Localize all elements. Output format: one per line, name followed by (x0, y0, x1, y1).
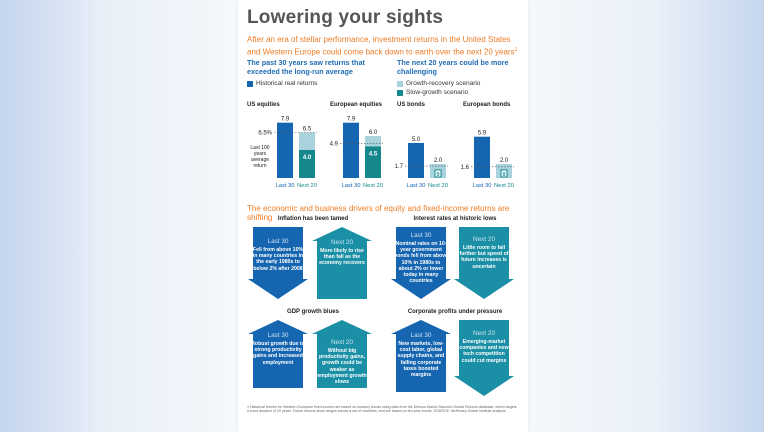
chart-title-european-equities: European equities (330, 102, 383, 108)
rates-last30-label: Last 30 (410, 232, 432, 239)
value-slow-us-bonds: 0 (436, 172, 439, 178)
gdp-next20-text: Without big productivity gains, growth c… (317, 348, 367, 386)
legend-historical: Historical real returns (247, 80, 317, 87)
rates-last30-arrow: Last 30 Nominal rates on 10-year governme… (391, 227, 451, 299)
bar-last30-european-equities (343, 122, 359, 178)
chart-title-us-equities: US equities (247, 102, 280, 108)
up-arrow-icon (391, 320, 451, 392)
bar-slow-european-bonds (500, 169, 508, 178)
average-label-european-equities: 4.9 (330, 142, 339, 148)
down-arrow-icon (391, 227, 451, 299)
panel-title-gdp: GDP growth blues (287, 309, 339, 315)
footnote: 1 Historical returns for Western Europea… (247, 405, 517, 414)
bar-last30-us-equities (277, 122, 293, 178)
section-heading: The economic and business drivers of equ… (247, 204, 510, 222)
value-growth-us-bonds: 2.0 (434, 158, 443, 164)
down-arrow-icon (454, 320, 514, 396)
report-page: Lowering your sights After an era of ste… (238, 0, 528, 432)
value-last30-european-bonds: 5.9 (478, 131, 487, 137)
category-last30-us-bonds: Last 30 (406, 183, 425, 189)
value-growth-european-equities: 6.0 (369, 130, 378, 136)
left-heading: The past 30 years saw returns that excee… (247, 58, 365, 76)
value-last30-european-equities: 7.9 (347, 117, 356, 123)
legend-swatch-historical (247, 80, 253, 87)
up-arrow-icon (312, 320, 372, 388)
value-last30-us-bonds: 5.0 (412, 137, 421, 143)
panel-title-inflation: Inflation has been tamed (277, 216, 349, 222)
average-label-us-bonds: 1.7 (395, 164, 404, 170)
panel-title-interest-rates: Interest rates at historic lows (413, 216, 497, 222)
profits-next20-label: Next 20 (472, 330, 496, 337)
legend-slow-label: Slow-growth scenario (406, 89, 469, 96)
page-subtitle: After an era of stellar performance, inv… (247, 35, 519, 58)
legend-growth-label: Growth-recovery scenario (406, 80, 481, 87)
bar-last30-european-bonds (474, 136, 490, 178)
inflation-last30-label: Last 30 (267, 238, 289, 245)
category-next20-us-bonds: Next 20 (428, 183, 448, 189)
legend-swatch-growth (397, 80, 403, 87)
bar-slow-us-bonds (434, 169, 442, 178)
legend-slow: Slow-growth scenario (397, 89, 468, 96)
profits-next20-arrow: Next 20 Emerging-market companies and new… (454, 320, 514, 396)
value-slow-european-equities: 4.5 (369, 152, 378, 158)
gdp-last30-arrow: Last 30 Robust growth due to strong produ… (248, 320, 308, 388)
profits-last30-arrow: Last 30 New markets, low-cost labor, glob… (391, 320, 451, 392)
bar-slow-european-equities (365, 146, 381, 178)
rates-last30-text: Nominal rates on 10-year government bond… (394, 241, 448, 285)
legend-growth: Growth-recovery scenario (397, 80, 480, 87)
bar-last30-us-bonds (408, 143, 424, 178)
value-last30-us-equities: 7.9 (281, 117, 290, 123)
inflation-next20-label: Next 20 (330, 239, 354, 246)
category-last30-european-bonds: Last 30 (472, 183, 491, 189)
gdp-last30-label: Last 30 (267, 332, 289, 339)
value-slow-us-equities: 4.0 (303, 155, 312, 161)
rates-next20-arrow: Next 20 Little room to fall further but s… (454, 227, 514, 299)
average-label-european-bonds: 1.6 (461, 165, 470, 171)
legend-historical-label: Historical real returns (256, 80, 318, 87)
profits-last30-label: Last 30 (410, 332, 432, 339)
inflation-next20-arrow: Next 20 More likely to rise than fall as … (312, 227, 372, 299)
chart-title-us-bonds: US bonds (397, 102, 425, 108)
chart-title-european-bonds: European bonds (463, 102, 511, 108)
category-last30-us-equities: Last 30 (275, 183, 294, 189)
average-label-us-equities: 6.5% (258, 131, 272, 137)
subtitle-footnote-mark: 1 (514, 47, 518, 53)
down-arrow-icon (248, 227, 308, 299)
value-slow-european-bonds: 0 (502, 172, 505, 178)
category-next20-european-equities: Next 20 (363, 183, 383, 189)
subtitle-text: After an era of stellar performance, inv… (247, 35, 515, 57)
category-next20-european-bonds: Next 20 (494, 183, 514, 189)
inflation-last30-arrow: Last 30 Fell from above 10% in many count… (248, 227, 308, 299)
up-arrow-icon (248, 320, 308, 388)
down-arrow-icon (454, 227, 514, 299)
value-growth-european-bonds: 2.0 (500, 158, 509, 164)
bar-slow-us-equities (299, 150, 315, 178)
value-growth-us-equities: 6.5 (303, 127, 312, 133)
inflation-next20-text: More likely to rise than fall as the eco… (319, 248, 365, 267)
average-annotation: Last 100 years average return (250, 145, 270, 169)
gdp-last30-text: Robust growth due to strong productivity… (251, 341, 305, 366)
gdp-next20-arrow: Next 20 Without big productivity gains, g… (312, 320, 372, 388)
profits-next20-text: Emerging-market companies and new tech c… (459, 339, 509, 364)
legend-swatch-slow (397, 89, 403, 96)
panel-title-profits: Corporate profits under pressure (407, 309, 503, 315)
page-title: Lowering your sights (247, 7, 444, 28)
returns-chart: 7.96.54.06.5%Last 30 Next 207.96.04.54.9L… (258, 117, 514, 189)
gdp-next20-label: Next 20 (330, 339, 354, 346)
rates-next20-text: Little room to fall further but speed of… (459, 245, 509, 270)
profits-last30-text: New markets, low-cost labor, global supp… (397, 341, 445, 379)
up-arrow-icon (312, 227, 372, 299)
category-next20-us-equities: Next 20 (297, 183, 317, 189)
rates-next20-label: Next 20 (472, 236, 496, 243)
right-heading: The next 20 years could be more challeng… (397, 58, 509, 76)
category-last30-european-equities: Last 30 (341, 183, 360, 189)
inflation-last30-text: Fell from above 10% in many countries in… (252, 247, 304, 272)
